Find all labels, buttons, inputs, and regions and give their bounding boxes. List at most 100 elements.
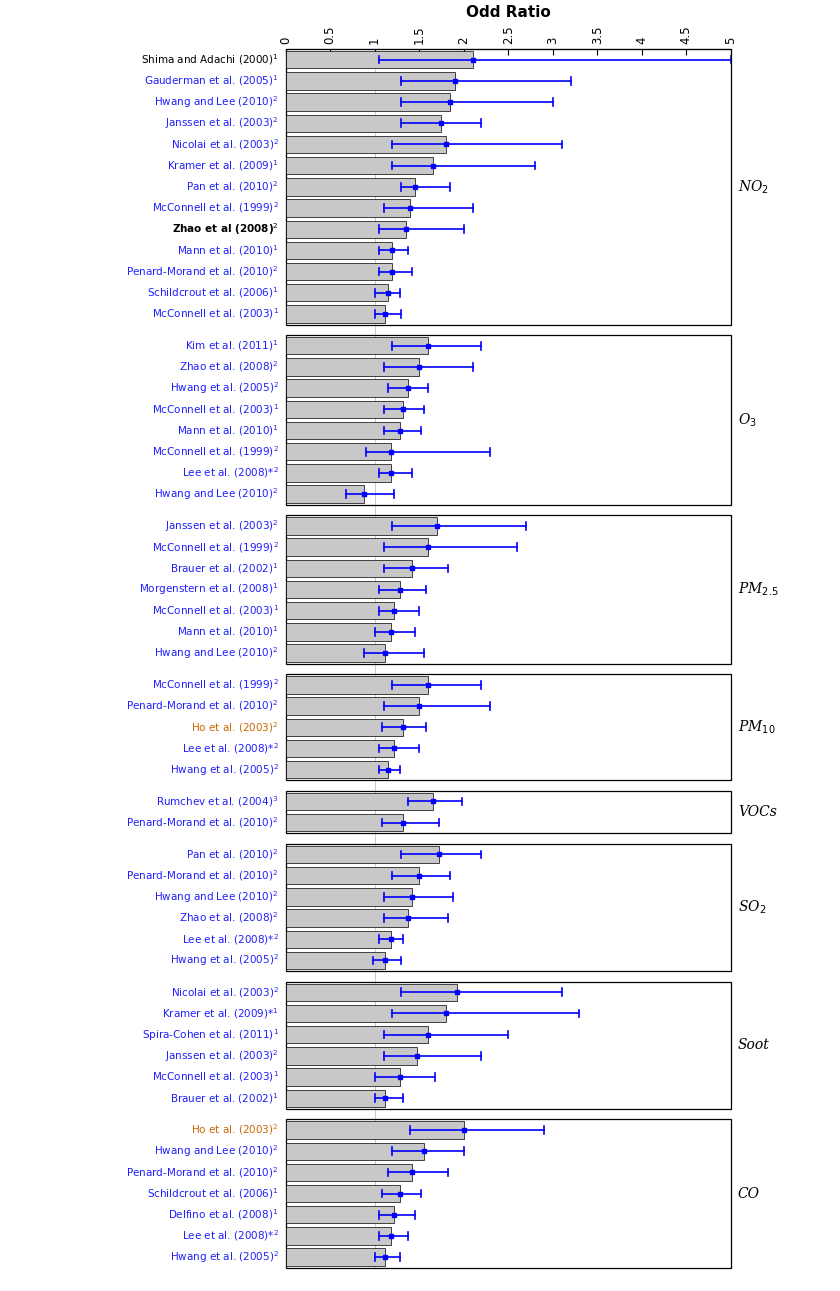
Text: Hwang et al. (2005)$^{2}$: Hwang et al. (2005)$^{2}$ xyxy=(170,381,279,396)
Bar xyxy=(286,465,391,482)
Text: Nicolai et al. (2003)$^{2}$: Nicolai et al. (2003)$^{2}$ xyxy=(171,985,279,999)
Text: Schildcrout et al. (2006)$^{1}$: Schildcrout et al. (2006)$^{1}$ xyxy=(147,1186,279,1201)
Text: Janssen et al. (2003)$^{2}$: Janssen et al. (2003)$^{2}$ xyxy=(165,1048,279,1064)
Text: McConnell et al. (1999)$^{2}$: McConnell et al. (1999)$^{2}$ xyxy=(152,200,279,216)
Bar xyxy=(286,793,433,811)
Text: McConnell et al. (1999)$^{2}$: McConnell et al. (1999)$^{2}$ xyxy=(152,678,279,692)
Bar xyxy=(286,624,391,640)
Text: VOCs: VOCs xyxy=(738,806,777,818)
Bar xyxy=(286,337,428,355)
Text: Hwang and Lee (2010)$^{2}$: Hwang and Lee (2010)$^{2}$ xyxy=(155,1144,279,1159)
Text: Zhao et al. (2008)$^{2}$: Zhao et al. (2008)$^{2}$ xyxy=(179,910,279,926)
Bar xyxy=(286,1185,400,1202)
Text: Rumchev et al. (2004)$^{3}$: Rumchev et al. (2004)$^{3}$ xyxy=(156,794,279,809)
Bar xyxy=(286,559,412,577)
Bar xyxy=(286,815,403,831)
Text: McConnell et al. (2003)$^{1}$: McConnell et al. (2003)$^{1}$ xyxy=(152,402,279,417)
Text: Mann et al. (2010)$^{1}$: Mann et al. (2010)$^{1}$ xyxy=(176,423,279,438)
Text: Nicolai et al. (2003)$^{2}$: Nicolai et al. (2003)$^{2}$ xyxy=(171,137,279,152)
Bar xyxy=(286,1228,391,1245)
Text: Brauer et al. (2002)$^{1}$: Brauer et al. (2002)$^{1}$ xyxy=(171,1091,279,1105)
Bar xyxy=(286,50,473,68)
Text: Hwang and Lee (2010)$^{2}$: Hwang and Lee (2010)$^{2}$ xyxy=(155,646,279,661)
Bar xyxy=(286,515,731,664)
Text: Hwang and Lee (2010)$^{2}$: Hwang and Lee (2010)$^{2}$ xyxy=(155,889,279,905)
Text: McConnell et al. (2003)$^{1}$: McConnell et al. (2003)$^{1}$ xyxy=(152,306,279,321)
Bar xyxy=(286,49,731,324)
Bar xyxy=(286,697,419,715)
Text: Kramer et al. (2009)*$^{1}$: Kramer et al. (2009)*$^{1}$ xyxy=(162,1006,279,1021)
Bar xyxy=(286,888,412,905)
Bar xyxy=(286,909,408,927)
Bar xyxy=(286,1090,386,1106)
Text: Zhao et al (2008)$^{2}$: Zhao et al (2008)$^{2}$ xyxy=(172,221,279,238)
Text: Delfino et al. (2008)$^{1}$: Delfino et al. (2008)$^{1}$ xyxy=(169,1207,279,1223)
Bar xyxy=(286,518,437,534)
Bar xyxy=(286,178,415,195)
Text: Soot: Soot xyxy=(738,1038,769,1052)
Text: Mann et al. (2010)$^{1}$: Mann et al. (2010)$^{1}$ xyxy=(176,625,279,639)
Bar xyxy=(286,1143,423,1159)
Text: Hwang and Lee (2010)$^{2}$: Hwang and Lee (2010)$^{2}$ xyxy=(155,94,279,110)
Text: Janssen et al. (2003)$^{2}$: Janssen et al. (2003)$^{2}$ xyxy=(165,518,279,534)
Bar xyxy=(286,791,731,833)
Bar xyxy=(286,981,731,1109)
Text: PM$_{2.5}$: PM$_{2.5}$ xyxy=(738,581,779,598)
Text: Penard-Morand et al. (2010)$^{2}$: Penard-Morand et al. (2010)$^{2}$ xyxy=(126,816,279,830)
Bar xyxy=(286,359,419,376)
Bar xyxy=(286,1248,386,1266)
Bar xyxy=(286,644,386,662)
Bar xyxy=(286,676,428,693)
Text: Brauer et al. (2002)$^{1}$: Brauer et al. (2002)$^{1}$ xyxy=(171,560,279,576)
Bar xyxy=(286,1119,731,1268)
Text: PM$_{10}$: PM$_{10}$ xyxy=(738,719,775,736)
Bar xyxy=(286,740,394,758)
Bar xyxy=(286,199,410,217)
Text: Spira-Cohen et al. (2011)$^{1}$: Spira-Cohen et al. (2011)$^{1}$ xyxy=(142,1026,279,1043)
Text: Shima and Adachi (2000)$^{1}$: Shima and Adachi (2000)$^{1}$ xyxy=(141,52,279,67)
Text: CO: CO xyxy=(738,1186,760,1201)
X-axis label: Odd Ratio: Odd Ratio xyxy=(466,5,550,21)
Bar xyxy=(286,581,400,598)
Text: McConnell et al. (1999)$^{2}$: McConnell et al. (1999)$^{2}$ xyxy=(152,444,279,460)
Bar xyxy=(286,674,731,780)
Bar xyxy=(286,263,392,280)
Bar xyxy=(286,1004,446,1022)
Bar xyxy=(286,844,731,971)
Text: Penard-Morand et al. (2010)$^{2}$: Penard-Morand et al. (2010)$^{2}$ xyxy=(126,698,279,714)
Bar xyxy=(286,241,392,259)
Bar xyxy=(286,485,364,502)
Text: Kramer et al. (2009)$^{1}$: Kramer et al. (2009)$^{1}$ xyxy=(167,159,279,173)
Text: McConnell et al. (2003)$^{1}$: McConnell et al. (2003)$^{1}$ xyxy=(152,1070,279,1084)
Bar xyxy=(286,868,419,884)
Text: Mann et al. (2010)$^{1}$: Mann et al. (2010)$^{1}$ xyxy=(176,243,279,258)
Bar xyxy=(286,931,391,948)
Text: NO$_2$: NO$_2$ xyxy=(738,178,769,195)
Bar xyxy=(286,951,386,970)
Bar xyxy=(286,1047,417,1065)
Text: Morgenstern et al. (2008)$^{1}$: Morgenstern et al. (2008)$^{1}$ xyxy=(139,582,279,598)
Bar xyxy=(286,1069,400,1086)
Text: SO$_2$: SO$_2$ xyxy=(738,899,766,917)
Bar xyxy=(286,538,428,556)
Text: McConnell et al. (2003)$^{1}$: McConnell et al. (2003)$^{1}$ xyxy=(152,603,279,618)
Bar xyxy=(286,719,403,736)
Text: Penard-Morand et al. (2010)$^{2}$: Penard-Morand et al. (2010)$^{2}$ xyxy=(126,1164,279,1180)
Bar xyxy=(286,380,408,396)
Bar xyxy=(286,602,394,620)
Bar xyxy=(286,336,731,505)
Bar xyxy=(286,400,403,418)
Text: Pan et al. (2010)$^{2}$: Pan et al. (2010)$^{2}$ xyxy=(186,179,279,194)
Text: Lee et al. (2008)*$^{2}$: Lee et al. (2008)*$^{2}$ xyxy=(181,1229,279,1243)
Text: Lee et al. (2008)*$^{2}$: Lee et al. (2008)*$^{2}$ xyxy=(181,932,279,946)
Text: Hwang and Lee (2010)$^{2}$: Hwang and Lee (2010)$^{2}$ xyxy=(155,487,279,502)
Bar xyxy=(286,305,386,323)
Bar xyxy=(286,1206,394,1224)
Text: Schildcrout et al. (2006)$^{1}$: Schildcrout et al. (2006)$^{1}$ xyxy=(147,285,279,301)
Bar xyxy=(286,984,457,1001)
Bar xyxy=(286,422,400,439)
Bar xyxy=(286,1026,428,1043)
Text: Lee et al. (2008)*$^{2}$: Lee et al. (2008)*$^{2}$ xyxy=(181,741,279,757)
Bar xyxy=(286,136,446,154)
Text: Penard-Morand et al. (2010)$^{2}$: Penard-Morand et al. (2010)$^{2}$ xyxy=(126,265,279,279)
